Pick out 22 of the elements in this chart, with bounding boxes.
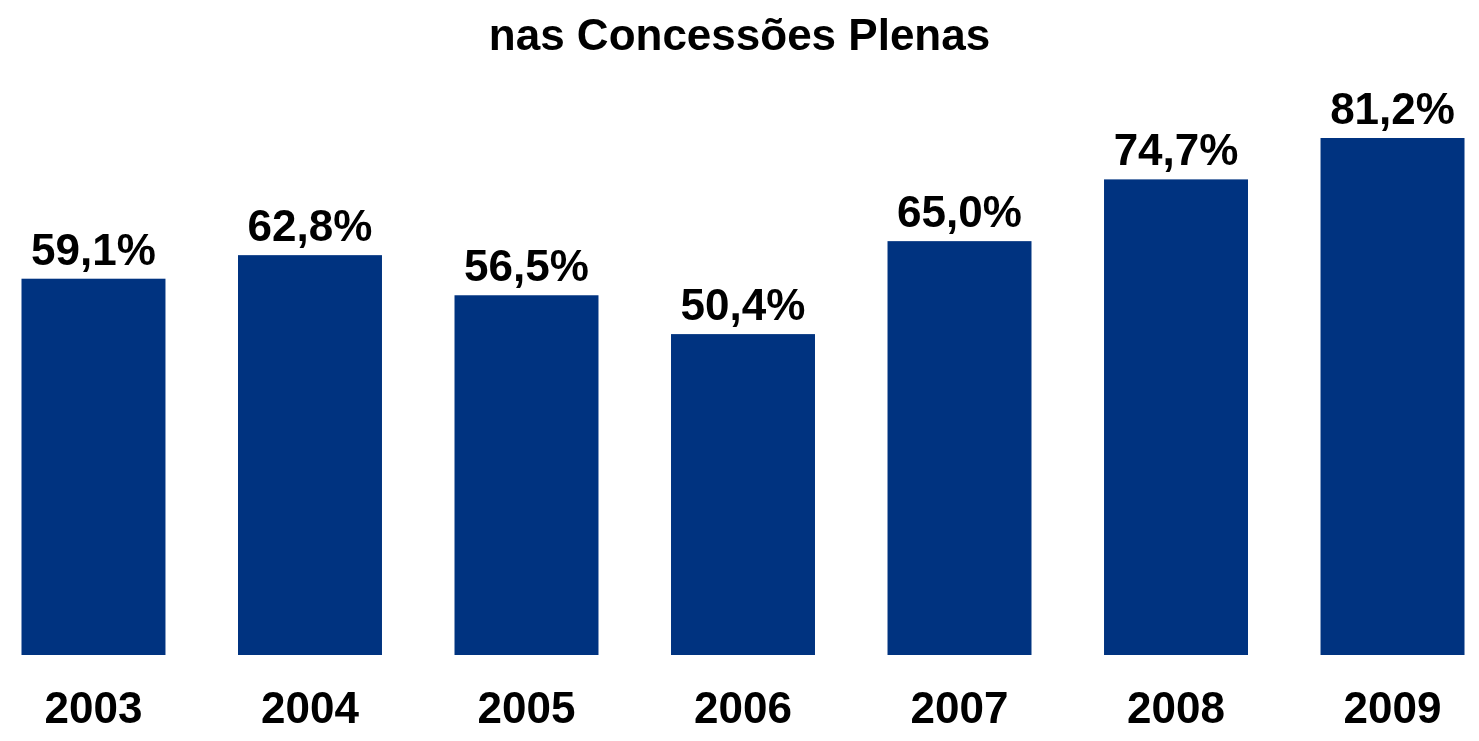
bar bbox=[21, 278, 166, 655]
x-tick-label: 2005 bbox=[477, 683, 576, 732]
data-label: 81,2% bbox=[1330, 84, 1455, 133]
x-tick-label: 2009 bbox=[1343, 683, 1442, 732]
x-tick-label: 2008 bbox=[1127, 683, 1225, 732]
data-label: 56,5% bbox=[464, 241, 589, 291]
bar bbox=[1104, 179, 1248, 655]
x-tick-label: 2003 bbox=[44, 683, 143, 732]
data-label: 65,0% bbox=[897, 187, 1022, 237]
data-label: 62,8% bbox=[247, 201, 373, 251]
bar bbox=[671, 334, 815, 655]
x-tick-label: 2004 bbox=[261, 683, 360, 732]
bar bbox=[887, 241, 1032, 655]
data-label: 50,4% bbox=[680, 280, 806, 330]
bar bbox=[1320, 138, 1465, 655]
data-label: 59,1% bbox=[31, 224, 156, 274]
x-tick-label: 2006 bbox=[694, 683, 792, 732]
chart-title: nas Concessões Plenas bbox=[488, 10, 991, 59]
data-label: 74,7% bbox=[1113, 125, 1239, 175]
x-tick-label: 2007 bbox=[910, 683, 1009, 732]
bar bbox=[238, 255, 382, 655]
bar bbox=[454, 295, 599, 655]
